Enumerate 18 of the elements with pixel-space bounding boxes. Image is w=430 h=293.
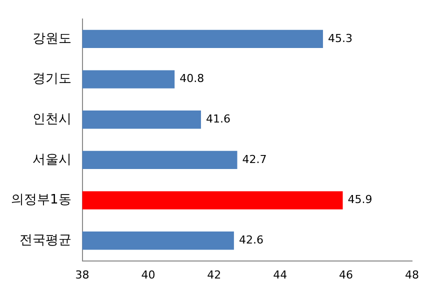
y-tick-label: 의정부1동	[10, 192, 72, 208]
y-tick-label: 강원도	[32, 31, 72, 46]
data-label: 40.8	[180, 72, 204, 86]
data-label: 42.6	[238, 233, 264, 246]
data-label: 45.9	[348, 193, 372, 206]
x-tick-label: 46	[339, 268, 354, 282]
data-label: 42.7	[242, 152, 267, 166]
y-tick-label: 서울시	[32, 152, 72, 168]
x-tick-label: 42	[207, 268, 222, 282]
data-label: 41.6	[206, 112, 230, 126]
x-tick-label: 44	[273, 268, 288, 282]
x-tick-label: 48	[405, 268, 419, 282]
x-tick-label: 40	[141, 268, 156, 282]
y-tick-label: 경기도	[32, 72, 72, 87]
y-tick-label: 인천시	[32, 112, 72, 128]
x-tick-label: 38	[75, 268, 90, 282]
y-tick-label: 전국평균	[19, 233, 72, 248]
data-label: 45.3	[328, 32, 352, 45]
